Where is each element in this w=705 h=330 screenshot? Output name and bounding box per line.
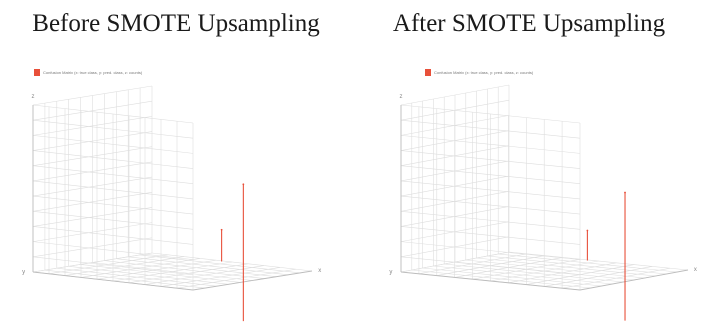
grid-line <box>160 267 281 287</box>
grid-line <box>562 267 671 289</box>
grid-line <box>418 253 527 275</box>
legend-swatch <box>425 69 431 76</box>
grid-line <box>32 226 194 245</box>
grid-line <box>400 195 581 215</box>
grid-line <box>48 254 169 275</box>
bar-cap <box>220 228 223 231</box>
grid-line <box>400 119 581 139</box>
grid-line <box>128 263 249 284</box>
grid-line <box>176 268 297 289</box>
grid-line <box>400 84 510 106</box>
grid-line <box>32 180 194 200</box>
grid-line <box>400 180 581 200</box>
z-axis-label: z <box>400 94 403 100</box>
grid-line <box>32 176 153 197</box>
grid-line <box>490 260 599 282</box>
legend-label: Confusion Matrix (x: true class, y: pred… <box>43 70 143 75</box>
grid-line <box>32 150 194 169</box>
bars <box>220 183 245 322</box>
grid-line <box>32 85 153 106</box>
grid-line <box>400 251 510 273</box>
grid-line <box>32 104 194 124</box>
bar-cap <box>242 183 245 186</box>
grid-line <box>32 207 153 227</box>
grid-line <box>32 195 194 215</box>
grid-line <box>32 241 194 260</box>
bars <box>586 191 626 321</box>
grid-line <box>32 256 194 276</box>
y-axis <box>32 271 194 291</box>
legend-swatch <box>34 69 40 76</box>
grid-line <box>32 237 153 258</box>
chart-title: After SMOTE Upsampling <box>392 10 666 37</box>
grid-line <box>436 255 545 276</box>
y-axis-label: y <box>389 269 392 275</box>
grid-line <box>400 210 581 230</box>
grid-line <box>80 258 201 278</box>
grid-line <box>454 257 563 278</box>
grid-line <box>526 264 635 285</box>
bar-cap <box>586 229 589 232</box>
grid-line <box>112 261 233 282</box>
z-axis-label: z <box>32 94 35 100</box>
axes: x y z <box>22 94 321 291</box>
x-axis-label: x <box>318 268 321 274</box>
grid-line <box>32 131 153 151</box>
y-axis-label: y <box>22 269 25 275</box>
axes: x y z <box>389 94 697 291</box>
grid-line <box>32 116 153 136</box>
bar-cap <box>624 191 626 194</box>
grid-line <box>64 256 185 276</box>
grid-line <box>32 100 153 121</box>
grid-line <box>32 165 194 185</box>
3d-bar-plot[interactable]: x y z <box>0 0 352 330</box>
grid-line <box>400 226 581 245</box>
x-axis-label: x <box>694 267 697 273</box>
chart-panel-before: Before SMOTE Upsampling Confusion Matrix… <box>0 0 352 330</box>
x-axis <box>192 270 313 291</box>
legend[interactable]: Confusion Matrix (x: true class, y: pred… <box>425 69 533 76</box>
grid-line <box>400 104 581 124</box>
x-axis <box>579 269 689 291</box>
3d-bar-plot[interactable]: x y z <box>353 0 705 330</box>
grid-line <box>400 150 581 169</box>
y-axis <box>400 271 581 291</box>
grid-line <box>96 259 217 280</box>
legend[interactable]: Confusion Matrix (x: true class, y: pred… <box>34 69 142 76</box>
grid-line <box>144 265 265 285</box>
chart-title: Before SMOTE Upsampling <box>32 10 320 37</box>
grid-line <box>32 146 153 167</box>
grid <box>32 85 313 291</box>
grid-line <box>508 262 617 284</box>
grid-line <box>32 222 153 242</box>
grid-line <box>400 165 581 185</box>
grid-line <box>32 210 194 230</box>
grid-line <box>32 135 194 154</box>
grid-line <box>32 119 194 139</box>
grid-line <box>32 191 153 212</box>
grid-line <box>472 258 581 280</box>
grid-line <box>32 161 153 182</box>
legend-label: Confusion Matrix (x: true class, y: pred… <box>434 70 534 75</box>
grid <box>400 84 689 291</box>
grid-line <box>400 241 581 260</box>
chart-panel-after: After SMOTE Upsampling Confusion Matrix … <box>353 0 705 330</box>
grid-line <box>544 266 653 287</box>
grid-line <box>400 135 581 154</box>
grid-line <box>32 252 153 273</box>
